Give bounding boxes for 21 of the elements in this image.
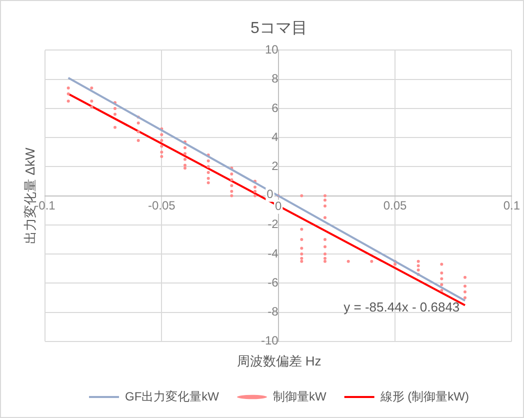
y-tick-label: -10 [260,334,279,348]
y-tick-label: 8 [272,72,279,86]
x-axis-title: 周波数偏差 Hz [236,353,322,368]
y-tick-label: 0 [266,187,274,202]
y-tick-label: 10 [264,42,279,57]
legend-label: GF出力変化量kW [125,389,220,404]
y-tick-label: 2 [272,158,279,173]
y-tick-label: -4 [268,246,279,260]
y-tick-label: -8 [268,304,279,319]
x-tick-label: -0.1 [34,198,56,212]
x-tick-label: -0.05 [148,198,176,212]
legend-label: 線形 (制御量kW) [379,389,469,404]
y-tick-label: -2 [268,217,279,232]
y-tick-label: 4 [272,130,279,144]
y-tick-label: -6 [268,275,279,290]
x-tick-label: 0.05 [383,198,407,212]
annotation: y = -85.44x - 0.6843 [344,299,460,314]
chart-title: 5コマ目 [250,20,308,38]
x-tick-label: 0.1 [503,198,520,212]
y-tick-label: 6 [272,100,279,115]
legend-label: 制御量kW [273,389,328,404]
